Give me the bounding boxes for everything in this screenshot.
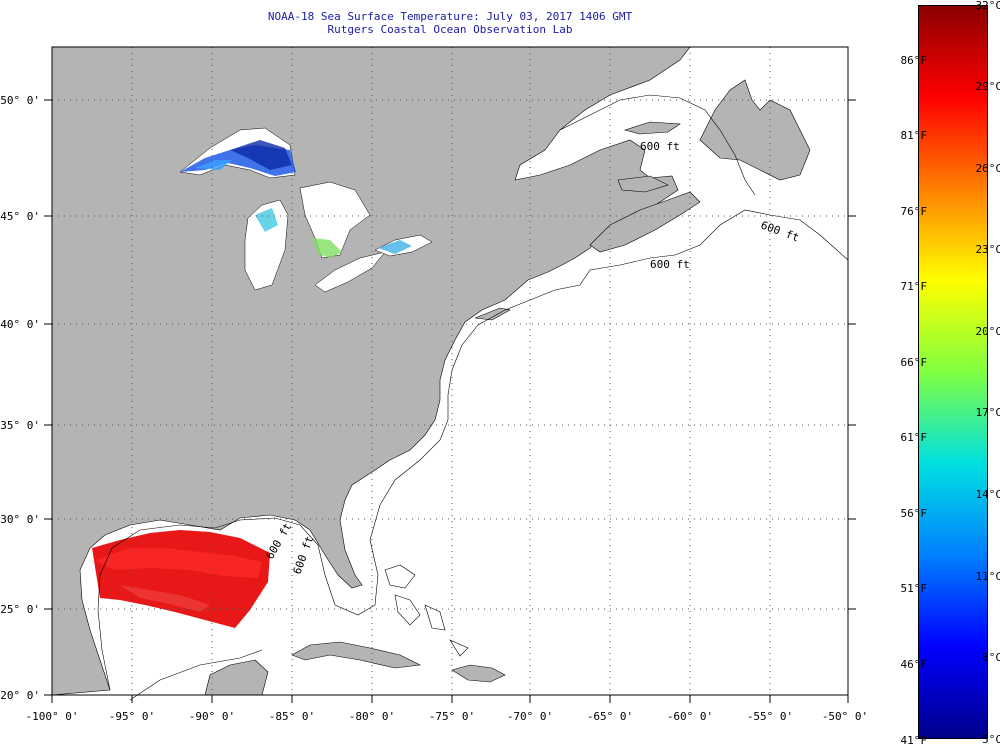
celsius-label: 17°C bbox=[975, 406, 1000, 419]
celsius-label: 5°C bbox=[982, 733, 1000, 746]
map-title: NOAA-18 Sea Surface Temperature: July 03… bbox=[267, 10, 633, 23]
lat-tick-label: 50° 0' bbox=[0, 94, 40, 107]
graticule bbox=[52, 47, 848, 695]
celsius-label: 29°C bbox=[975, 80, 1000, 93]
lon-tick-label: -55° 0' bbox=[747, 710, 793, 723]
land-pei bbox=[617, 175, 669, 193]
longitude-labels: -100° 0' -95° 0' -90° 0' -85° 0' -80° 0'… bbox=[26, 710, 869, 723]
celsius-label: 14°C bbox=[975, 488, 1000, 501]
fahrenheit-label: 46°F bbox=[900, 658, 928, 671]
lon-tick-label: -60° 0' bbox=[667, 710, 713, 723]
lat-tick-label: 20° 0' bbox=[0, 689, 40, 702]
celsius-label: 32°C bbox=[975, 0, 1000, 12]
land-nova-scotia bbox=[589, 191, 701, 253]
lat-tick-label: 25° 0' bbox=[0, 603, 40, 616]
celsius-label: 11°C bbox=[975, 570, 1000, 583]
map-frame bbox=[51, 46, 849, 696]
lon-tick-label: -80° 0' bbox=[349, 710, 395, 723]
fahrenheit-label: 51°F bbox=[900, 582, 928, 595]
colorbar-gradient bbox=[918, 5, 988, 739]
lake-sst-patches bbox=[255, 208, 412, 258]
isobath-label: 600 ft bbox=[650, 258, 690, 271]
celsius-label: 8°C bbox=[982, 651, 1000, 664]
fahrenheit-label: 61°F bbox=[900, 431, 928, 444]
fahrenheit-label: 71°F bbox=[900, 280, 928, 293]
land-long-island bbox=[474, 307, 511, 321]
land-hispaniola bbox=[451, 664, 506, 683]
gulf-sst-swath bbox=[92, 530, 270, 628]
celsius-label: 20°C bbox=[975, 325, 1000, 338]
isobath-contours bbox=[97, 94, 849, 701]
temperature-colorbar bbox=[918, 5, 988, 739]
celsius-label: 23°C bbox=[975, 243, 1000, 256]
isobath-label: 600 ft bbox=[640, 140, 680, 153]
lat-tick-label: 45° 0' bbox=[0, 210, 40, 223]
lon-tick-label: -70° 0' bbox=[507, 710, 553, 723]
lon-tick-label: -75° 0' bbox=[429, 710, 475, 723]
axis-ticks bbox=[44, 99, 856, 703]
lat-tick-label: 30° 0' bbox=[0, 513, 40, 526]
lon-tick-label: -90° 0' bbox=[189, 710, 235, 723]
land-bahamas bbox=[384, 564, 469, 657]
lon-tick-label: -50° 0' bbox=[822, 710, 868, 723]
fahrenheit-label: 76°F bbox=[900, 205, 928, 218]
lon-tick-label: -65° 0' bbox=[587, 710, 633, 723]
land-newfoundland bbox=[699, 79, 811, 181]
fahrenheit-label: 56°F bbox=[900, 507, 928, 520]
lake-superior-sst bbox=[180, 140, 296, 176]
land-anticosti bbox=[623, 121, 681, 135]
lat-tick-label: 35° 0' bbox=[0, 419, 40, 432]
latitude-labels: 20° 0' 25° 0' 30° 0' 35° 0' 40° 0' 45° 0… bbox=[0, 94, 40, 702]
lon-tick-label: -100° 0' bbox=[26, 710, 79, 723]
fahrenheit-label: 86°F bbox=[900, 54, 928, 67]
fahrenheit-label: 41°F bbox=[900, 734, 928, 747]
fahrenheit-label: 81°F bbox=[900, 129, 928, 142]
lat-tick-label: 40° 0' bbox=[0, 318, 40, 331]
lon-tick-label: -95° 0' bbox=[109, 710, 155, 723]
lon-tick-label: -85° 0' bbox=[269, 710, 315, 723]
celsius-label: 26°C bbox=[975, 162, 1000, 175]
map-subtitle: Rutgers Coastal Ocean Observation Lab bbox=[327, 23, 573, 36]
fahrenheit-label: 66°F bbox=[900, 356, 928, 369]
land-cuba bbox=[291, 641, 422, 669]
